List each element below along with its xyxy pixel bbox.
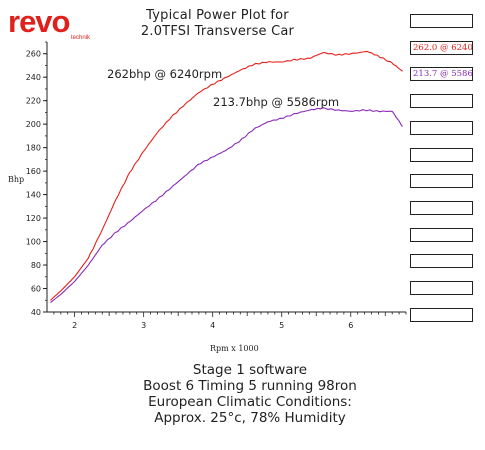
legend-entry-1: 262.0 @ 6240 [410,40,473,55]
annotation-peak-stage1: 262bhp @ 6240rpm [107,67,222,81]
chart-title-line-1: Typical Power Plot for [146,8,289,23]
chart-axes: 40 60 80 100 120 140 160 180 200 220 240 260 2 3 4 5 6 [26,41,407,330]
y-tick-label: 180 [26,144,41,153]
x-axis-label: Rpm x 1000 [210,344,259,353]
y-tick-label: 120 [26,214,41,223]
y-tick-label: 140 [26,191,41,200]
legend-empty-slot [410,94,473,109]
x-tick-label: 6 [348,321,353,330]
x-tick-label: 3 [141,321,146,330]
y-tick-label: 60 [31,285,41,294]
revo-logo-wordmark: revo [8,6,70,39]
revo-logo: revo technik [8,6,91,41]
chart-series [50,50,403,304]
legend-entry-2: 213.7 @ 5586 [410,67,473,82]
series-line-2 [50,107,403,304]
legend-empty-slot [410,307,473,322]
series-line-1 [50,50,403,301]
legend-empty-slot [410,174,473,189]
notes-line-1: Stage 1 software [192,362,308,378]
y-tick-label: 100 [26,238,41,247]
legend-empty-slot [410,14,473,28]
test-conditions: Stage 1 software Boost 6 Timing 5 runnin… [80,362,420,426]
x-tick-label: 2 [72,321,77,330]
y-tick-label: 220 [26,97,41,106]
notes-line-3: European Climatic Conditions: [148,394,352,410]
x-tick-label: 5 [279,321,284,330]
y-tick-label: 240 [26,73,41,82]
legend-empty-slot [410,147,473,162]
power-chart: 40 60 80 100 120 140 160 180 200 220 240 260 2 3 4 5 6 2… [8,41,407,353]
y-tick-label: 40 [31,308,41,317]
notes-line-4: Approx. 25°c, 78% Humidity [154,410,346,426]
y-tick-label: 80 [31,261,41,270]
y-axis-label: Bhp [8,175,24,184]
legend-empty-slot [410,120,473,135]
annotation-peak-stock: 213.7bhp @ 5586rpm [213,95,339,109]
legend-empty-slot [410,227,473,242]
x-tick-label: 4 [210,321,215,330]
chart-title-line-2: 2.0TFSI Transverse Car [140,24,295,39]
legend-empty-slot [410,200,473,215]
legend-empty-slot [410,254,473,269]
y-tick-label: 200 [26,120,41,129]
revo-logo-subtext: technik [71,35,91,41]
y-tick-label: 260 [26,50,41,59]
y-tick-label: 160 [26,167,41,176]
notes-line-2: Boost 6 Timing 5 running 98ron [143,378,357,394]
legend-empty-slot [410,281,473,295]
